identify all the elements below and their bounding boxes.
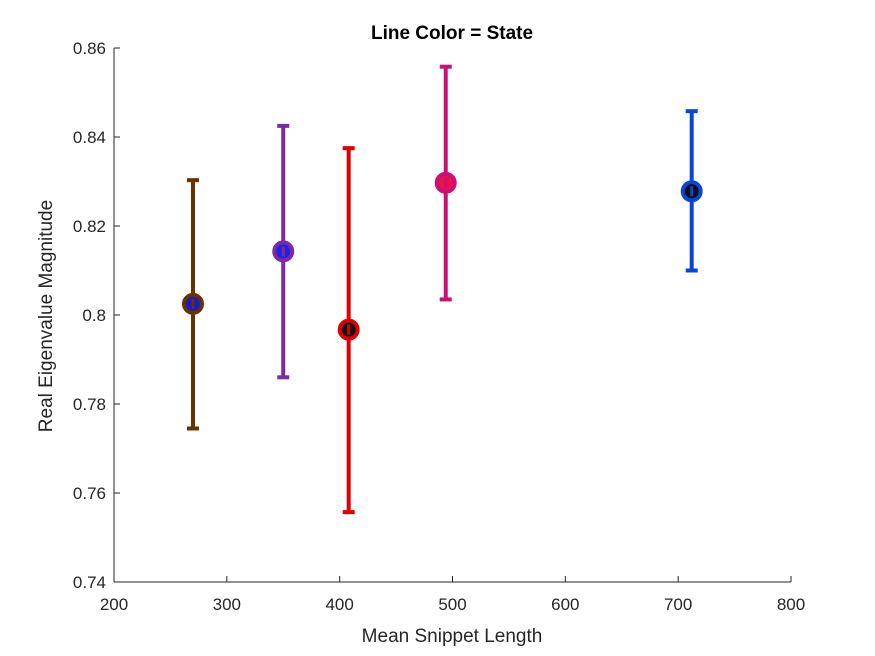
data-point-group bbox=[680, 109, 703, 273]
y-tick-label: 0.86 bbox=[73, 39, 106, 58]
x-tick-label: 300 bbox=[213, 595, 241, 614]
x-tick-label: 500 bbox=[438, 595, 466, 614]
x-tick-label: 400 bbox=[325, 595, 353, 614]
data-points bbox=[181, 64, 703, 515]
x-axis-title: Mean Snippet Length bbox=[362, 626, 543, 647]
y-tick-label: 0.84 bbox=[73, 128, 106, 147]
y-tick-label: 0.78 bbox=[73, 395, 106, 414]
y-tick-label: 0.74 bbox=[73, 573, 106, 592]
data-point-group bbox=[434, 64, 457, 302]
data-point-group bbox=[181, 178, 204, 431]
x-tick-label: 800 bbox=[777, 595, 805, 614]
y-tick-label: 0.82 bbox=[73, 217, 106, 236]
data-point-group bbox=[272, 123, 295, 380]
data-point-group bbox=[337, 146, 360, 515]
y-tick-label: 0.8 bbox=[82, 306, 106, 325]
y-tick-label: 0.76 bbox=[73, 484, 106, 503]
y-axis-title: Real Eigenvalue Magnitude bbox=[36, 200, 57, 432]
chart-title: Line Color = State bbox=[371, 23, 533, 44]
x-tick-label: 200 bbox=[100, 595, 128, 614]
x-tick-label: 700 bbox=[664, 595, 692, 614]
x-tick-label: 600 bbox=[551, 595, 579, 614]
axes: 200 300 400 500 600 700 800 0.74 0.76 0.78 0.8 0.82… bbox=[73, 39, 805, 614]
